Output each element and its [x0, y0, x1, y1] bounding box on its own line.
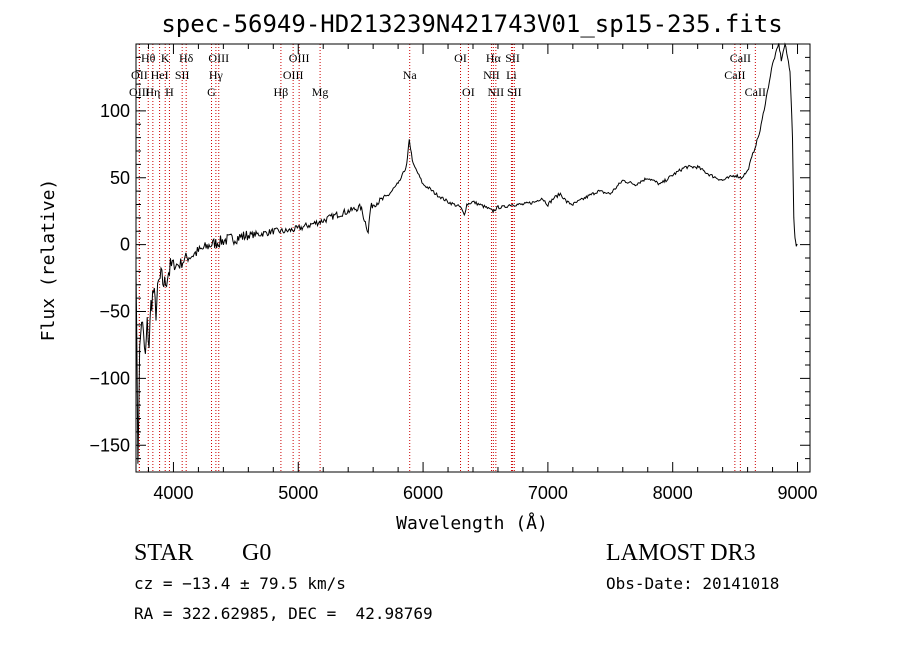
spectral-line-label: OII: [131, 68, 148, 82]
spectral-subclass: G0: [242, 540, 272, 566]
x-tick-label: 8000: [653, 483, 693, 503]
x-tick-label: 4000: [153, 483, 193, 503]
spectral-line-label: Mg: [312, 85, 329, 99]
y-tick-label: 50: [110, 168, 130, 188]
spectral-line-label: OI: [462, 85, 475, 99]
plot-frame: [135, 43, 811, 473]
x-tick-label: 7000: [528, 483, 568, 503]
y-tick-label: −100: [89, 368, 130, 388]
x-axis-ticks: 4000 5000 6000 7000 8000 9000: [147, 44, 818, 503]
spectral-line-label: Li: [506, 68, 517, 82]
spectral-line-label: OIII: [129, 85, 150, 99]
spectrum-line: [135, 42, 798, 464]
x-axis-label: Wavelength (Å): [396, 512, 548, 534]
y-axis-label: Flux (relative): [38, 179, 59, 342]
spectral-line-label: OIII: [208, 51, 229, 65]
spectral-line-label: K: [161, 51, 170, 65]
spectral-line-label: CaII: [724, 68, 745, 82]
object-type: STAR: [134, 540, 194, 566]
spectral-line-label: Hγ: [209, 68, 224, 82]
x-tick-label: 6000: [403, 483, 443, 503]
spectral-line-label: OIII: [283, 68, 304, 82]
spectral-line-label: HeI: [151, 68, 169, 82]
x-tick-label: 5000: [278, 483, 318, 503]
spectral-line-markers: [138, 44, 756, 472]
spectral-line-label: Hη: [145, 85, 160, 99]
spectral-line-label: Hδ: [179, 51, 194, 65]
spectral-line-label: NII: [488, 85, 505, 99]
spectral-line-label: Hβ: [274, 85, 289, 99]
y-tick-label: 100: [100, 101, 130, 121]
spectral-line-label: H: [165, 85, 174, 99]
spectral-line-label: CaII: [745, 85, 766, 99]
survey-name: LAMOST DR3: [606, 540, 756, 566]
spectral-line-label: NII: [483, 68, 500, 82]
y-tick-label: −50: [99, 302, 130, 322]
y-axis-ticks: −150 −100 −50 0 50 100: [89, 56, 810, 460]
spectral-line-label: OI: [454, 51, 467, 65]
spectral-line-label: Hθ: [141, 51, 156, 65]
spectral-line-label: G: [207, 85, 216, 99]
redshift-velocity: cz = −13.4 ± 79.5 km/s: [134, 574, 346, 593]
y-tick-label: −150: [89, 435, 130, 455]
spectral-line-label: Na: [403, 68, 418, 82]
spectral-line-label: OIII: [289, 51, 310, 65]
observation-date: Obs-Date: 20141018: [606, 574, 780, 593]
y-tick-label: 0: [120, 235, 130, 255]
chart-title: spec-56949-HD213239N421743V01_sp15-235.f…: [161, 10, 782, 38]
spectral-line-label: CaII: [730, 51, 751, 65]
spectral-line-label: SII: [505, 51, 520, 65]
coordinates: RA = 322.62985, DEC = 42.98769: [134, 604, 433, 623]
x-tick-label: 9000: [777, 483, 817, 503]
spectral-line-label: SII: [175, 68, 190, 82]
spectral-line-label: SII: [507, 85, 522, 99]
spectral-line-label: Hα: [486, 51, 502, 65]
